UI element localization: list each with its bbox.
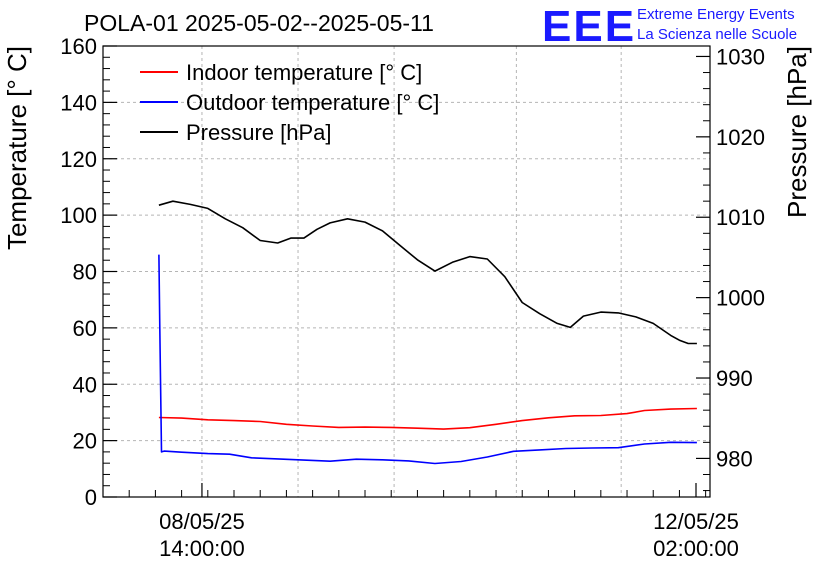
y-tick-label-140: 140 bbox=[60, 90, 97, 115]
y-tick-label-20: 20 bbox=[73, 429, 97, 454]
y2-tick-label-980: 980 bbox=[716, 446, 753, 471]
y-tick-label-40: 40 bbox=[73, 372, 97, 397]
y-tick-label-160: 160 bbox=[60, 34, 97, 59]
series-line-pressure bbox=[158, 200, 697, 345]
x-tick-label-time-1: 02:00:00 bbox=[653, 536, 739, 561]
y-tick-label-80: 80 bbox=[73, 260, 97, 285]
y-tick-label-120: 120 bbox=[60, 147, 97, 172]
series-line-outdoor bbox=[158, 254, 697, 465]
y-tick-label-0: 0 bbox=[85, 485, 97, 510]
y2-axis-title: Pressure [hPa] bbox=[782, 46, 812, 218]
legend: Indoor temperature [° C] Outdoor tempera… bbox=[140, 60, 439, 145]
eee-logo: EEE Extreme Energy Events La Scienza nel… bbox=[542, 2, 797, 51]
legend-label-indoor: Indoor temperature [° C] bbox=[186, 60, 422, 85]
legend-label-pressure: Pressure [hPa] bbox=[186, 120, 332, 145]
legend-label-outdoor: Outdoor temperature [° C] bbox=[186, 90, 439, 115]
y2-tick-label-1030: 1030 bbox=[716, 44, 765, 69]
x-tick-label-date-0: 08/05/25 bbox=[159, 509, 245, 534]
chart-title: POLA-01 2025-05-02--2025-05-11 bbox=[84, 10, 434, 36]
y2-tick-label-1000: 1000 bbox=[716, 286, 765, 311]
y2-tick-label-1010: 1010 bbox=[716, 205, 765, 230]
y2-tick-label-990: 990 bbox=[716, 366, 753, 391]
y2-tick-label-1020: 1020 bbox=[716, 125, 765, 150]
x-tick-label-time-0: 14:00:00 bbox=[159, 536, 245, 561]
eee-logo-mark: EEE bbox=[542, 2, 636, 51]
y-tick-label-100: 100 bbox=[60, 203, 97, 228]
y-tick-label-60: 60 bbox=[73, 316, 97, 341]
x-tick-label-date-1: 12/05/25 bbox=[653, 509, 739, 534]
eee-logo-line2: La Scienza nelle Scuole bbox=[637, 26, 797, 43]
series-line-indoor bbox=[158, 407, 697, 430]
y-axis-title: Temperature [° C] bbox=[2, 46, 32, 250]
eee-logo-line1: Extreme Energy Events bbox=[637, 6, 795, 23]
